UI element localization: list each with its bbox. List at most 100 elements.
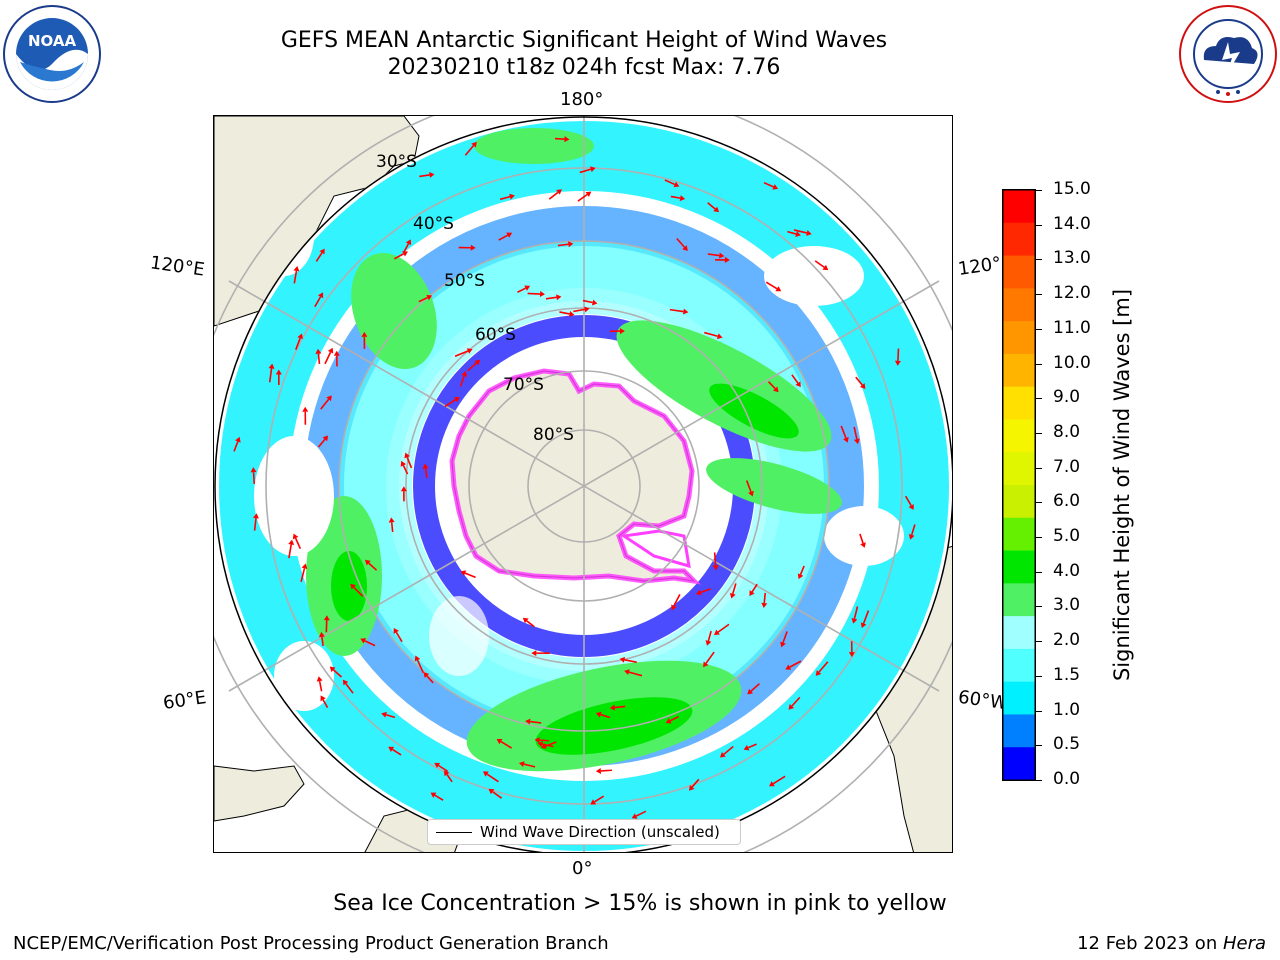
wave-direction-arrowhead (393, 628, 399, 634)
wave-direction-arrowhead (564, 136, 570, 143)
wave-direction-arrowhead (624, 669, 630, 676)
wave-direction-arrowhead (388, 517, 395, 523)
colorbar-segment (1003, 419, 1035, 453)
colorbar-tick-mark (1036, 224, 1042, 226)
wave-direction-arrow (548, 191, 559, 200)
wave-direction-arrowhead (460, 570, 467, 576)
wave-direction-arrow (418, 296, 428, 303)
wave-direction-arrowhead (682, 245, 688, 252)
colorbar-tick-label: 10.0 (1053, 352, 1091, 373)
wave-direction-arrowhead (595, 711, 602, 718)
colorbar-tick-label: 5.0 (1053, 526, 1081, 547)
legend-line-swatch (436, 832, 472, 833)
wave-direction-arrowhead (315, 348, 322, 355)
wind-wave-arrows (233, 136, 916, 831)
footer-credit: NCEP/EMC/Verification Post Processing Pr… (13, 933, 609, 954)
colorbar-segment (1003, 616, 1035, 650)
wave-direction-arrowhead (288, 539, 295, 546)
colorbar-segment (1003, 255, 1035, 289)
wave-direction-arrowhead (724, 256, 730, 263)
wave-direction-arrow (691, 778, 700, 788)
colorbar-tick-mark (1036, 294, 1042, 296)
wave-direction-arrowhead (319, 248, 325, 255)
wave-direction-arrow (763, 181, 774, 188)
wave-direction-arrow (395, 631, 403, 643)
wave-direction-arrowhead (619, 656, 626, 663)
wave-direction-arrowhead (400, 460, 407, 467)
wave-direction-arrow (624, 659, 637, 664)
wave-direction-arrowhead (327, 347, 334, 354)
land-africa (214, 765, 305, 822)
wave-direction-arrow (557, 243, 569, 247)
wave-direction-arrowhead (461, 371, 468, 377)
wave-direction-arrowhead (747, 688, 754, 695)
wave-direction-arrowhead (712, 565, 719, 571)
wave-direction-arrow (676, 237, 686, 248)
colorbar-tick-label: 15.0 (1053, 179, 1091, 199)
wave-direction-arrow (486, 773, 499, 783)
map-panel (213, 115, 953, 853)
wave-direction-arrow (745, 480, 752, 493)
wave-direction-arrow (539, 739, 549, 742)
wave-direction-arrowhead (317, 292, 324, 299)
colorbar-tick-mark (1036, 467, 1042, 469)
wave-direction-arrowhead (525, 718, 531, 725)
wave-direction-arrow (368, 562, 378, 571)
wave-direction-arrow (747, 743, 757, 749)
wave-direction-arrow (253, 518, 257, 531)
wave-direction-arrowhead (609, 704, 616, 711)
wave-direction-arrow (763, 592, 767, 604)
lat-label-40s: 40°S (413, 214, 454, 234)
wave-direction-arrow (233, 441, 239, 452)
wave-direction-arrowhead (688, 784, 695, 791)
colorbar-tick-label: 4.0 (1053, 560, 1081, 581)
wave-direction-arrow (707, 630, 712, 642)
wave-direction-arrowhead (859, 383, 866, 389)
colorbar-segment (1003, 353, 1035, 388)
wave-direction-arrow (332, 669, 343, 678)
wave-direction-arrowhead (326, 395, 332, 402)
wave-direction-arrowhead (848, 652, 855, 658)
wave-direction-arrowhead (683, 308, 689, 315)
colorbar-segment (1003, 452, 1035, 486)
wave-direction-arrow (526, 620, 535, 628)
wave-direction-arrow (853, 606, 859, 619)
wave-direction-arrowhead (482, 771, 489, 777)
land-australia (214, 116, 420, 327)
wave-direction-arrowhead (414, 655, 421, 662)
wave-direction-arrowhead (364, 559, 371, 566)
wave-direction-arrowhead (342, 679, 349, 686)
wave-direction-arrow (492, 791, 503, 799)
lat-label-30s: 30°S (376, 152, 417, 172)
wave-direction-arrowhead (703, 661, 709, 668)
colorbar-tick-mark (1036, 502, 1042, 504)
wave-direction-arrow (559, 311, 570, 315)
wave-direction-arrowhead (292, 533, 299, 540)
sea-ice-note: Sea Ice Concentration > 15% is shown in … (333, 891, 947, 916)
wave-direction-arrowhead (250, 467, 257, 473)
footer-date-text: 12 Feb 2023 on (1077, 933, 1223, 954)
wave-direction-arrow (295, 337, 301, 350)
lon-label-60e: 60°E (161, 687, 208, 714)
wave-direction-arrow (444, 399, 457, 408)
wave-direction-arrowhead (350, 583, 356, 590)
wave-direction-arrow (670, 195, 681, 199)
wave-direction-arrow (545, 741, 557, 747)
colorbar-tick-mark (1036, 363, 1042, 365)
wave-direction-arrowhead (316, 676, 323, 682)
wave-direction-arrow (577, 193, 588, 202)
wave-direction-arrow (704, 331, 718, 338)
wave-direction-arrow (464, 145, 475, 156)
lon-label-120e: 120°E (148, 252, 206, 281)
footer-date: 12 Feb 2023 on Hera (1077, 933, 1266, 954)
wave-direction-arrowhead (470, 244, 476, 251)
colorbar-tick-label: 1.5 (1053, 664, 1081, 685)
colorbar-tick-mark (1036, 398, 1042, 400)
colorbar-tick-mark (1036, 780, 1042, 781)
wave-direction-arrow (579, 168, 592, 174)
wave-direction-arrow (293, 270, 298, 284)
wave-direction-arrowhead (749, 590, 755, 597)
wave-direction-arrow (353, 586, 364, 597)
colorbar-segment (1003, 386, 1035, 420)
wave-direction-arrowhead (405, 239, 412, 246)
